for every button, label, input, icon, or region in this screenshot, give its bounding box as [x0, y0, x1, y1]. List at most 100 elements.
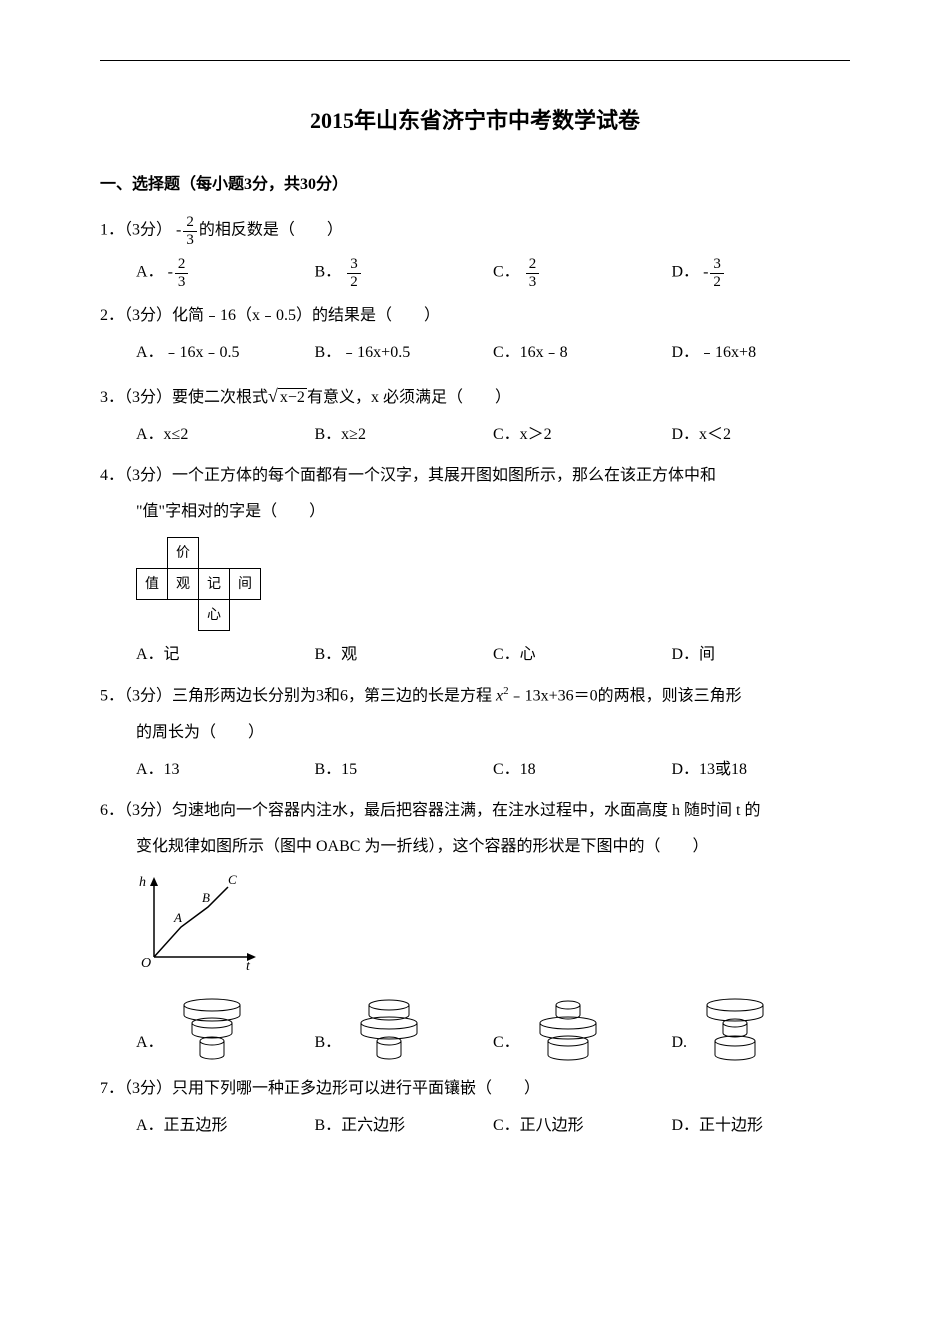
container-a-icon: [172, 993, 252, 1063]
header-rule: [100, 60, 850, 61]
q1b-den: 2: [347, 274, 361, 291]
q1a-label: A．: [136, 264, 164, 281]
q6-option-c: C．: [493, 993, 672, 1063]
question-1: 1．（3分） -23的相反数是（ ） A． -23 B． 32 C． 23 D．…: [100, 214, 850, 290]
q1a-sign: -: [168, 264, 173, 281]
q1-prefix: 1．（3分）: [100, 222, 172, 239]
q4-line1: 4．（3分）一个正方体的每个面都有一个汉字，其展开图如图所示，那么在该正方体中和: [100, 462, 850, 491]
question-5: 5．（3分）三角形两边长分别为3和6，第三边的长是方程 x2﹣13x+36＝0的…: [100, 682, 850, 785]
q1c-num: 2: [526, 256, 540, 274]
q1a-frac: 23: [175, 256, 189, 290]
graph-label-a: A: [173, 910, 182, 925]
question-2: 2．（3分）化简﹣16（x﹣0.5）的结果是（ ） A．﹣16x﹣0.5 B．﹣…: [100, 302, 850, 368]
q3-option-b: B．x≥2: [315, 421, 494, 450]
q1-stem: 1．（3分） -23的相反数是（ ）: [100, 214, 850, 248]
question-7: 7．（3分）只用下列哪一种正多边形可以进行平面镶嵌（ ） A．正五边形 B．正六…: [100, 1075, 850, 1141]
q4-option-c: C．心: [493, 641, 672, 670]
q7-option-c: C．正八边形: [493, 1112, 672, 1141]
container-b-icon: [349, 993, 429, 1063]
q2-options: A．﹣16x﹣0.5 B．﹣16x+0.5 C．16x﹣8 D．﹣16x+8: [100, 339, 850, 368]
q1-option-b: B． 32: [315, 256, 494, 290]
q6-option-d: D.: [672, 993, 851, 1063]
graph-label-c: C: [228, 872, 237, 887]
q6-line1: 6．（3分）匀速地向一个容器内注水，最后把容器注满，在注水过程中，水面高度 h …: [100, 797, 850, 826]
q4-option-b: B．观: [315, 641, 494, 670]
sqrt-arg: x−2: [278, 388, 307, 406]
q1-options: A． -23 B． 32 C． 23 D． -32: [100, 256, 850, 290]
q1c-den: 3: [526, 274, 540, 291]
q4-options: A．记 B．观 C．心 D．间: [100, 641, 850, 670]
graph-label-t: t: [246, 959, 251, 972]
q6b-label: B．: [315, 1029, 342, 1063]
container-c-icon: [528, 993, 608, 1063]
q1-fraction: 23: [183, 214, 197, 248]
q1c-label: C．: [493, 264, 520, 281]
q1b-label: B．: [315, 264, 342, 281]
q1d-label: D．: [672, 264, 700, 281]
q1-num: 2: [183, 214, 197, 232]
q1d-frac: 32: [710, 256, 724, 290]
q2-stem: 2．（3分）化简﹣16（x﹣0.5）的结果是（ ）: [100, 302, 850, 331]
q5-line2: 的周长为（ ）: [100, 719, 850, 748]
q1c-frac: 23: [526, 256, 540, 290]
q5-text-a: 5．（3分）三角形两边长分别为3和6，第三边的长是方程: [100, 687, 496, 704]
net-cell-5: 间: [230, 569, 261, 600]
q7-stem: 7．（3分）只用下列哪一种正多边形可以进行平面镶嵌（ ）: [100, 1075, 850, 1104]
sqrt-symbol: x−2: [268, 380, 307, 413]
question-6: 6．（3分）匀速地向一个容器内注水，最后把容器注满，在注水过程中，水面高度 h …: [100, 797, 850, 1063]
q1a-den: 3: [175, 274, 189, 291]
graph-label-h: h: [139, 875, 146, 890]
exam-title: 2015年山东省济宁市中考数学试卷: [100, 101, 850, 141]
net-cell-1: 价: [168, 538, 199, 569]
question-4: 4．（3分）一个正方体的每个面都有一个汉字，其展开图如图所示，那么在该正方体中和…: [100, 462, 850, 670]
q3-prefix: 3．（3分）要使二次根式: [100, 389, 268, 406]
q7-option-a: A．正五边形: [136, 1112, 315, 1141]
q1-option-c: C． 23: [493, 256, 672, 290]
graph-label-b: B: [202, 890, 210, 905]
q5-option-b: B．15: [315, 756, 494, 785]
q1b-num: 3: [347, 256, 361, 274]
q6-option-a: A．: [136, 993, 315, 1063]
q1d-sign: -: [703, 264, 708, 281]
graph-label-o: O: [141, 956, 151, 971]
q2-option-c: C．16x﹣8: [493, 339, 672, 368]
q6a-label: A．: [136, 1029, 164, 1063]
q5-option-a: A．13: [136, 756, 315, 785]
q7-option-d: D．正十边形: [672, 1112, 851, 1141]
q3-suffix: 有意义，x 必须满足（ ）: [307, 389, 511, 406]
net-cell-4: 记: [199, 569, 230, 600]
q2-option-d: D．﹣16x+8: [672, 339, 851, 368]
container-d-icon: [695, 993, 775, 1063]
question-3: 3．（3分）要使二次根式 x−2有意义，x 必须满足（ ） A．x≤2 B．x≥2…: [100, 380, 850, 450]
q5-option-c: C．18: [493, 756, 672, 785]
q5-options: A．13 B．15 C．18 D．13或18: [100, 756, 850, 785]
q5-line1: 5．（3分）三角形两边长分别为3和6，第三边的长是方程 x2﹣13x+36＝0的…: [100, 682, 850, 711]
q1-suffix: 的相反数是（ ）: [199, 222, 343, 239]
q7-option-b: B．正六边形: [315, 1112, 494, 1141]
section-1-header: 一、选择题（每小题3分，共30分）: [100, 171, 850, 200]
q7-options: A．正五边形 B．正六边形 C．正八边形 D．正十边形: [100, 1112, 850, 1141]
q1d-den: 2: [710, 274, 724, 291]
q5-option-d: D．13或18: [672, 756, 851, 785]
q6d-label: D.: [672, 1029, 688, 1063]
q1-sign: -: [176, 222, 181, 239]
q4-option-a: A．记: [136, 641, 315, 670]
line-graph: h O A B C t: [136, 872, 850, 983]
q6-options: A． B．: [100, 993, 850, 1063]
q6-option-b: B．: [315, 993, 494, 1063]
q1d-num: 3: [710, 256, 724, 274]
q1-option-d: D． -32: [672, 256, 851, 290]
q1b-frac: 32: [347, 256, 361, 290]
q3-option-c: C．x＞2: [493, 421, 672, 450]
q4-option-d: D．间: [672, 641, 851, 670]
q1a-num: 2: [175, 256, 189, 274]
q6c-label: C．: [493, 1029, 520, 1063]
q2-option-a: A．﹣16x﹣0.5: [136, 339, 315, 368]
document-page: 2015年山东省济宁市中考数学试卷 一、选择题（每小题3分，共30分） 1．（3…: [0, 0, 950, 1213]
q3-option-d: D．x＜2: [672, 421, 851, 450]
net-cell-3: 观: [168, 569, 199, 600]
q3-option-a: A．x≤2: [136, 421, 315, 450]
q2-option-b: B．﹣16x+0.5: [315, 339, 494, 368]
q6-line2: 变化规律如图所示（图中 OABC 为一折线），这个容器的形状是下图中的（ ）: [100, 833, 850, 862]
net-cell-6: 心: [199, 600, 230, 631]
